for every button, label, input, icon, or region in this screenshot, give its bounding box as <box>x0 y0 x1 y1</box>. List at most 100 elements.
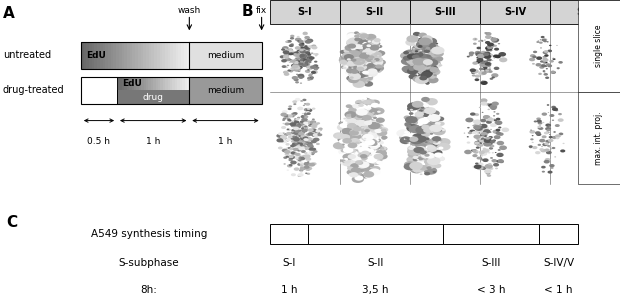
Circle shape <box>292 138 297 141</box>
Circle shape <box>400 137 412 144</box>
Circle shape <box>376 140 379 142</box>
Circle shape <box>311 76 313 78</box>
Bar <box>105 42 108 69</box>
Circle shape <box>290 43 294 45</box>
Circle shape <box>424 41 432 46</box>
Circle shape <box>373 159 376 160</box>
Circle shape <box>351 67 359 71</box>
Circle shape <box>550 167 554 169</box>
Circle shape <box>356 156 360 158</box>
Circle shape <box>356 159 360 162</box>
Circle shape <box>347 163 358 170</box>
Circle shape <box>356 53 358 54</box>
Circle shape <box>311 53 314 54</box>
Circle shape <box>551 71 556 74</box>
Circle shape <box>304 146 309 149</box>
Circle shape <box>414 65 427 72</box>
Circle shape <box>410 167 421 173</box>
Circle shape <box>366 135 371 138</box>
Circle shape <box>544 148 550 152</box>
Circle shape <box>371 61 373 63</box>
Circle shape <box>484 65 486 67</box>
Circle shape <box>343 159 345 161</box>
Circle shape <box>401 58 414 65</box>
Circle shape <box>420 106 430 111</box>
Circle shape <box>427 55 430 57</box>
Circle shape <box>541 146 543 147</box>
Circle shape <box>498 43 500 44</box>
Circle shape <box>295 61 299 64</box>
Circle shape <box>562 143 565 144</box>
Text: EdU: EdU <box>86 50 106 60</box>
Text: EdU: EdU <box>122 79 143 88</box>
Circle shape <box>479 107 481 108</box>
Circle shape <box>366 38 370 40</box>
Circle shape <box>430 119 435 122</box>
Bar <box>151 42 154 69</box>
Circle shape <box>361 82 364 83</box>
Circle shape <box>422 70 433 77</box>
Circle shape <box>547 129 551 131</box>
Circle shape <box>557 118 564 122</box>
Circle shape <box>337 154 347 159</box>
Circle shape <box>345 50 355 56</box>
Circle shape <box>433 74 436 76</box>
Circle shape <box>361 50 371 56</box>
Circle shape <box>365 132 373 136</box>
Circle shape <box>348 53 351 54</box>
Circle shape <box>420 121 423 123</box>
Circle shape <box>299 128 305 132</box>
Circle shape <box>305 133 311 136</box>
Circle shape <box>361 72 365 74</box>
Circle shape <box>307 161 309 163</box>
Circle shape <box>422 61 431 66</box>
Circle shape <box>547 145 550 147</box>
Circle shape <box>298 159 301 162</box>
Bar <box>81 42 262 69</box>
Circle shape <box>477 157 481 159</box>
Circle shape <box>348 135 359 142</box>
Circle shape <box>358 55 370 62</box>
Circle shape <box>530 138 534 140</box>
Circle shape <box>290 70 293 72</box>
Circle shape <box>418 45 422 48</box>
Circle shape <box>350 55 361 62</box>
Circle shape <box>418 42 425 46</box>
Circle shape <box>484 140 490 143</box>
Circle shape <box>363 151 371 156</box>
Circle shape <box>349 73 361 80</box>
Circle shape <box>435 110 440 113</box>
Circle shape <box>425 141 428 143</box>
Circle shape <box>291 69 294 71</box>
Circle shape <box>542 135 547 138</box>
Circle shape <box>479 132 480 133</box>
Circle shape <box>414 162 420 165</box>
Circle shape <box>496 153 503 157</box>
Circle shape <box>484 145 485 146</box>
Circle shape <box>374 123 376 125</box>
Circle shape <box>362 69 366 72</box>
Circle shape <box>299 169 303 172</box>
Circle shape <box>303 129 304 131</box>
Circle shape <box>342 154 353 160</box>
Bar <box>162 42 166 69</box>
Circle shape <box>485 143 488 145</box>
Circle shape <box>486 49 490 51</box>
Circle shape <box>377 45 383 48</box>
Circle shape <box>434 152 443 158</box>
Circle shape <box>420 150 428 154</box>
Circle shape <box>288 108 291 110</box>
Circle shape <box>301 61 304 63</box>
Circle shape <box>377 55 379 56</box>
Circle shape <box>361 112 370 117</box>
Circle shape <box>353 127 361 132</box>
Circle shape <box>357 162 360 164</box>
Circle shape <box>494 48 499 51</box>
Circle shape <box>345 45 355 51</box>
Circle shape <box>428 60 441 67</box>
Circle shape <box>362 49 373 55</box>
Circle shape <box>280 136 284 139</box>
Circle shape <box>366 52 370 55</box>
Circle shape <box>297 40 299 42</box>
Circle shape <box>288 48 293 51</box>
